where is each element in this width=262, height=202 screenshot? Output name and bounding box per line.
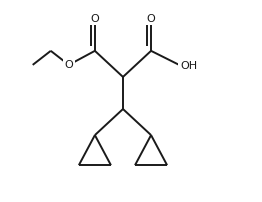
Text: OH: OH — [180, 61, 197, 71]
Text: O: O — [147, 14, 155, 24]
Text: O: O — [90, 14, 99, 24]
Text: O: O — [64, 60, 73, 70]
